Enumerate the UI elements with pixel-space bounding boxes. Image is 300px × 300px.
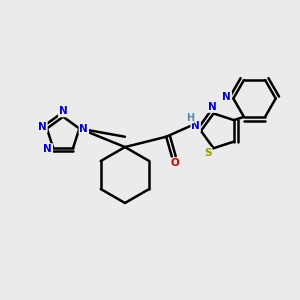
Text: N: N <box>38 122 47 132</box>
Text: N: N <box>208 102 217 112</box>
Text: N: N <box>59 106 68 116</box>
Text: N: N <box>44 144 52 154</box>
Text: S: S <box>204 148 212 158</box>
Text: N: N <box>191 122 200 131</box>
Text: N: N <box>223 92 231 102</box>
Text: O: O <box>170 158 179 168</box>
Text: N: N <box>80 124 88 134</box>
Text: H: H <box>186 112 194 123</box>
